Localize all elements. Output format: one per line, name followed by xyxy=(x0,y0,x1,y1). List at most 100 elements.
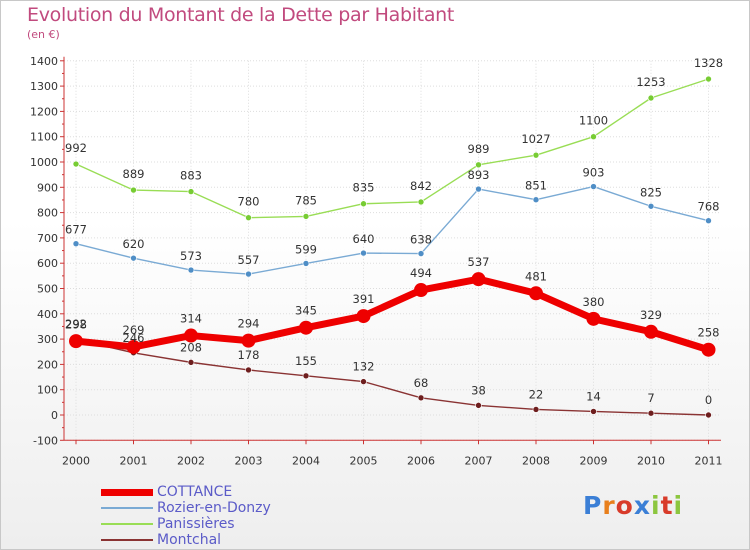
point-rozier-en-donzy xyxy=(245,270,252,278)
point-montchal xyxy=(590,408,597,415)
data-label-cottance: 314 xyxy=(180,312,202,326)
data-label-cottance: 391 xyxy=(353,292,375,306)
logo-letter: i xyxy=(673,491,684,520)
legend-item-rozier-en-donzy[interactable]: Rozier-en-Donzy xyxy=(101,500,271,516)
y-tick-label: 500 xyxy=(37,283,58,296)
point-panissi-res xyxy=(72,160,80,168)
data-label-cottance: 345 xyxy=(295,304,317,318)
point-montchal xyxy=(245,366,252,374)
proxiti-logo: Proxiti xyxy=(583,491,683,520)
data-label-panissi-res: 889 xyxy=(123,167,145,181)
logo-letter: r xyxy=(602,491,616,520)
y-tick-label: 600 xyxy=(37,257,58,270)
chart-subtitle: (en €) xyxy=(27,28,60,41)
data-label-cottance: 329 xyxy=(640,308,662,322)
logo-letter: i xyxy=(651,491,661,520)
point-panissi-res xyxy=(417,198,425,206)
x-tick-label: 2005 xyxy=(350,454,378,467)
data-label-panissi-res: 883 xyxy=(180,169,202,183)
y-tick-label: 800 xyxy=(37,207,58,220)
data-label-montchal: 0 xyxy=(705,393,712,407)
data-label-montchal: 132 xyxy=(353,360,375,374)
point-rozier-en-donzy xyxy=(532,196,540,203)
y-tick-label: 900 xyxy=(37,181,58,194)
chart-title: Evolution du Montant de la Dette par Hab… xyxy=(27,4,455,26)
series-line-montchal xyxy=(75,338,710,416)
x-tick-label: 2004 xyxy=(292,454,320,467)
x-tick-label: 2007 xyxy=(465,454,493,467)
point-cottance xyxy=(299,320,313,335)
data-label-panissi-res: 842 xyxy=(410,179,432,193)
point-montchal xyxy=(475,402,482,409)
point-montchal xyxy=(187,359,195,366)
y-tick-label: 700 xyxy=(37,232,58,245)
data-label-panissi-res: 992 xyxy=(65,141,87,155)
point-panissi-res xyxy=(187,188,195,195)
series-line-cottance xyxy=(72,275,712,354)
data-label-rozier-en-donzy: 557 xyxy=(238,253,260,267)
legend-item-cottance[interactable]: COTTANCE xyxy=(101,484,271,500)
legend-swatch xyxy=(101,507,153,509)
data-label-montchal: 68 xyxy=(414,376,429,390)
point-rozier-en-donzy xyxy=(705,217,712,224)
point-cottance xyxy=(471,272,486,287)
data-label-cottance: 380 xyxy=(583,295,605,309)
point-rozier-en-donzy xyxy=(72,240,80,248)
x-tick-label: 2008 xyxy=(522,454,550,467)
data-label-montchal: 178 xyxy=(238,348,260,362)
data-label-cottance: 269 xyxy=(123,323,145,337)
data-label-rozier-en-donzy: 768 xyxy=(698,200,720,214)
data-label-montchal: 246 xyxy=(123,331,145,345)
legend-item-montchal[interactable]: Montchal xyxy=(101,532,271,548)
x-tick-label: 2000 xyxy=(62,454,90,467)
data-label-montchal: 38 xyxy=(471,383,486,397)
data-label-rozier-en-donzy: 893 xyxy=(468,168,490,182)
data-label-montchal: 7 xyxy=(647,391,654,405)
legend-swatch xyxy=(101,488,153,496)
y-tick-label: 200 xyxy=(37,358,58,371)
data-label-rozier-en-donzy: 599 xyxy=(295,242,317,256)
point-rozier-en-donzy xyxy=(417,250,425,257)
x-tick-label: 2011 xyxy=(695,454,723,467)
legend-label: COTTANCE xyxy=(157,484,233,500)
data-label-rozier-en-donzy: 851 xyxy=(525,179,547,193)
data-label-rozier-en-donzy: 620 xyxy=(123,237,145,251)
logo-letter: t xyxy=(660,491,674,520)
y-tick-label: 1400 xyxy=(30,55,58,68)
point-cottance xyxy=(586,311,601,326)
grid-lines xyxy=(64,60,721,441)
point-rozier-en-donzy xyxy=(130,254,137,262)
point-cottance xyxy=(69,334,83,349)
data-label-panissi-res: 1328 xyxy=(694,56,723,70)
point-montchal xyxy=(417,394,425,402)
point-montchal xyxy=(532,406,540,413)
data-label-montchal: 298 xyxy=(65,318,87,332)
y-tick-label: 1200 xyxy=(30,105,58,118)
point-cottance xyxy=(414,283,428,298)
point-panissi-res xyxy=(705,75,712,83)
point-montchal xyxy=(647,409,655,417)
data-label-panissi-res: 989 xyxy=(468,142,490,156)
data-label-panissi-res: 785 xyxy=(295,193,317,207)
point-rozier-en-donzy xyxy=(475,185,482,193)
point-cottance xyxy=(356,309,371,324)
data-label-rozier-en-donzy: 638 xyxy=(410,233,432,247)
data-label-montchal: 208 xyxy=(180,340,202,354)
point-panissi-res xyxy=(532,151,540,159)
y-tick-label: -100 xyxy=(33,434,58,447)
series-line-rozier-en-donzy xyxy=(75,185,710,275)
logo-letter: P xyxy=(583,491,603,520)
legend-label: Montchal xyxy=(157,532,222,548)
y-axis-ticks: -100 0 100 200 300 400 500 600 700 800 900 1000 1100… xyxy=(30,55,64,447)
x-tick-label: 2006 xyxy=(407,454,435,467)
legend-swatch xyxy=(101,539,153,541)
series-line-panissi-res xyxy=(75,78,710,219)
x-tick-label: 2010 xyxy=(637,454,665,467)
legend: COTTANCE Rozier-en-Donzy Panissières Mon… xyxy=(101,484,271,548)
legend-item-panissieres[interactable]: Panissières xyxy=(101,516,271,532)
y-tick-label: 1000 xyxy=(30,156,58,169)
point-panissi-res xyxy=(475,161,482,169)
